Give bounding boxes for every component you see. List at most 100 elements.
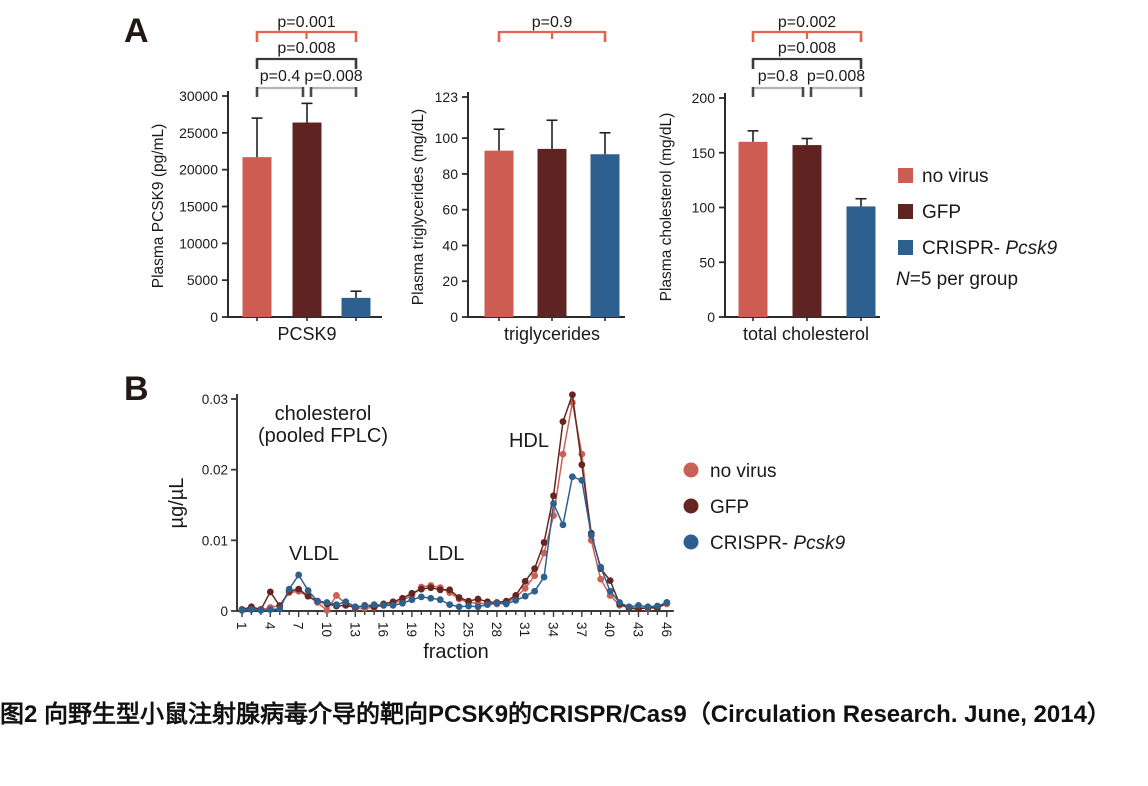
- legend-label-no-virus: no virus: [922, 166, 989, 187]
- data-point: [531, 587, 539, 595]
- data-point: [635, 601, 642, 609]
- data-point: [285, 585, 293, 593]
- data-point: [370, 601, 378, 609]
- data-point: [446, 586, 454, 594]
- data-point: [559, 450, 567, 458]
- data-point: [304, 587, 312, 594]
- legend-b-label-no-virus: no virus: [710, 461, 777, 482]
- legend-dot-gfp: [683, 498, 699, 514]
- y-tick-label: 0: [707, 309, 715, 325]
- data-point: [493, 599, 501, 607]
- y-tick-label: 5000: [187, 272, 218, 288]
- x-tick-label: 13: [347, 622, 362, 637]
- x-tick-label: 34: [546, 622, 561, 638]
- fplc-y-axis-title: µg/µL: [166, 478, 188, 529]
- x-tick-label: 31: [517, 622, 532, 637]
- data-point: [295, 571, 303, 579]
- data-point: [361, 602, 369, 610]
- legend-b-label-gfp: GFP: [710, 497, 749, 518]
- data-point: [323, 599, 331, 606]
- data-point: [540, 573, 548, 581]
- x-tick-label: 22: [432, 622, 447, 637]
- data-point: [587, 531, 595, 539]
- p-value-label: p=0.9: [532, 14, 573, 31]
- data-point: [465, 602, 472, 610]
- y-tick-label: 15000: [179, 199, 218, 215]
- data-point: [266, 588, 274, 596]
- p-value-label: p=0.001: [277, 14, 335, 31]
- legend-b-label-crispr: CRISPR- Pcsk9: [710, 533, 846, 554]
- data-point: [521, 584, 529, 592]
- bar-chart-total-cholesterol: 0 50 100 150 200 p=0.8 p=0.008 p=0.008 p=0.002: [692, 14, 880, 325]
- annotation-hdl: HDL: [509, 430, 549, 452]
- triglycerides-x-label: triglycerides: [504, 324, 600, 344]
- data-point: [531, 572, 539, 580]
- y-tick-label: 100: [435, 130, 459, 146]
- legend-swatch-crispr: [898, 240, 913, 255]
- y-tick-label: 20: [442, 273, 458, 289]
- x-tick-label: 46: [659, 622, 674, 637]
- bar-no virus: [484, 150, 514, 317]
- legend-n-per-group: N=5 per group: [896, 269, 1018, 290]
- data-point: [512, 597, 520, 604]
- data-point: [314, 597, 321, 605]
- bar-CRISPR-Pcsk9: [590, 154, 620, 317]
- fplc-x-axis-title: fraction: [423, 641, 489, 663]
- data-point: [342, 598, 350, 606]
- series-CRISPR- Pcsk9: [238, 473, 671, 614]
- x-tick-label: 28: [489, 622, 504, 637]
- data-point: [550, 492, 557, 500]
- data-point: [597, 575, 605, 583]
- data-point: [257, 606, 265, 614]
- y-tick-label: 150: [692, 145, 716, 161]
- p-value-label: p=0.008: [807, 68, 865, 85]
- pcsk9-x-label: PCSK9: [277, 324, 336, 344]
- data-point: [333, 601, 340, 609]
- bar-chart-triglycerides: 0 20 40 60 80 100 123 p=0.9: [435, 14, 625, 325]
- data-point: [559, 521, 567, 529]
- y-tick-label: 30000: [179, 88, 218, 104]
- legend-swatch-gfp: [898, 204, 913, 219]
- bar-CRISPR-Pcsk9: [846, 206, 876, 317]
- x-tick-label: 25: [461, 622, 476, 637]
- bar-GFP: [537, 148, 567, 317]
- data-point: [276, 605, 284, 613]
- bar-GFP: [792, 145, 822, 317]
- bar-no virus: [242, 157, 272, 317]
- data-point: [399, 599, 406, 607]
- data-point: [569, 473, 576, 481]
- data-point: [417, 593, 425, 601]
- y-tick-label: 10000: [179, 235, 218, 251]
- bar-GFP: [292, 122, 322, 318]
- legend-label-crispr: CRISPR- Pcsk9: [922, 238, 1058, 259]
- x-tick-label: 10: [319, 622, 334, 637]
- data-point: [295, 585, 303, 593]
- data-point: [455, 603, 463, 611]
- panel-a-legend: no virus GFP CRISPR- Pcsk9 N=5 per group: [896, 166, 1058, 290]
- fplc-title-line2: (pooled FPLC): [258, 425, 388, 447]
- panel-b-legend: no virus GFP CRISPR- Pcsk9: [683, 461, 846, 554]
- data-point: [569, 391, 576, 399]
- legend-swatch-no-virus: [898, 168, 913, 183]
- bar-no virus: [738, 141, 768, 317]
- p-value-label: p=0.4: [260, 68, 301, 85]
- data-point: [446, 601, 454, 609]
- data-point: [550, 500, 557, 507]
- p-value-label: p=0.008: [304, 68, 362, 85]
- data-point: [521, 577, 529, 585]
- data-point: [559, 418, 567, 426]
- p-value-label: p=0.008: [277, 40, 335, 57]
- data-point: [455, 594, 463, 601]
- p-value-label: p=0.002: [778, 14, 836, 31]
- data-point: [248, 606, 255, 613]
- data-point: [521, 592, 529, 600]
- x-tick-label: 7: [291, 622, 306, 630]
- data-point: [644, 603, 652, 611]
- data-point: [417, 585, 425, 593]
- y-tick-label: 50: [699, 254, 715, 270]
- data-point: [540, 549, 548, 557]
- data-point: [427, 594, 435, 602]
- figure-caption: 图2 向野生型小鼠注射腺病毒介导的靶向PCSK9的CRISPR/Cas9（Cir…: [0, 701, 1111, 728]
